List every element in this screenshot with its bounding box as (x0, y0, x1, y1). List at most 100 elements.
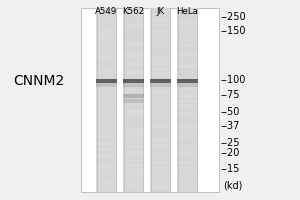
Bar (96, 100, 117, 102)
Bar (150, 40, 171, 42)
Bar (150, 61, 171, 63)
Bar (150, 144, 171, 146)
Bar (197, 8, 198, 192)
Bar (177, 86, 198, 88)
Bar (96, 79, 117, 82)
Bar (150, 54, 171, 56)
Bar (123, 99, 144, 103)
Bar (123, 169, 144, 171)
Bar (123, 86, 144, 88)
Bar (123, 77, 144, 79)
Bar (96, 95, 117, 98)
Bar (150, 125, 171, 128)
Bar (150, 116, 171, 118)
Bar (150, 47, 171, 49)
Bar (177, 151, 198, 153)
Bar (96, 52, 117, 54)
Bar (96, 151, 117, 153)
Bar (150, 79, 171, 82)
Bar (97, 8, 98, 192)
Bar (150, 24, 171, 26)
Bar (150, 155, 171, 158)
Bar (96, 49, 117, 52)
Bar (177, 134, 198, 137)
Bar (123, 176, 144, 178)
Bar (123, 153, 144, 155)
Bar (150, 130, 171, 132)
Bar (123, 171, 144, 174)
Bar (96, 93, 117, 95)
Bar (177, 84, 198, 86)
Bar (123, 95, 144, 98)
Bar (150, 95, 171, 98)
Bar (177, 56, 198, 59)
Bar (177, 36, 198, 38)
Bar (123, 187, 144, 190)
Bar (150, 63, 171, 65)
Bar (177, 178, 198, 180)
Bar (150, 111, 171, 114)
Bar (177, 105, 198, 107)
Bar (177, 185, 198, 187)
Bar (123, 130, 144, 132)
Bar (123, 125, 144, 128)
Bar (150, 178, 171, 180)
Bar (96, 70, 117, 72)
Bar (150, 174, 171, 176)
Bar (123, 17, 144, 19)
Bar (177, 114, 198, 116)
Bar (123, 134, 144, 137)
Bar (96, 10, 117, 13)
Bar (123, 75, 144, 77)
Bar (123, 183, 144, 185)
Bar (123, 100, 144, 102)
Bar (177, 176, 198, 178)
Bar (123, 13, 144, 15)
Bar (96, 123, 117, 125)
Bar (177, 155, 198, 158)
Bar (177, 17, 198, 19)
Bar (177, 183, 198, 185)
Bar (96, 183, 117, 185)
Bar (177, 93, 198, 95)
Bar (123, 8, 144, 192)
Bar (177, 100, 198, 102)
Bar (150, 134, 171, 137)
Bar (177, 42, 198, 45)
Bar (123, 52, 144, 54)
Bar (150, 91, 171, 93)
Bar (96, 82, 117, 84)
Bar (150, 185, 171, 187)
Bar (150, 79, 171, 83)
Bar (177, 137, 198, 139)
Bar (123, 121, 144, 123)
Bar (150, 26, 171, 29)
Bar (96, 15, 117, 17)
Bar (150, 59, 171, 61)
Bar (150, 160, 171, 162)
Bar (150, 118, 171, 121)
Bar (177, 144, 198, 146)
Bar (96, 116, 117, 118)
Bar (96, 8, 117, 192)
Bar (123, 139, 144, 141)
Bar (150, 167, 171, 169)
Bar (123, 141, 144, 144)
Bar (96, 45, 117, 47)
Bar (123, 59, 144, 61)
Bar (123, 72, 144, 75)
Bar (96, 107, 117, 109)
Bar (150, 114, 171, 116)
Bar (177, 24, 198, 26)
Bar (123, 79, 144, 83)
Bar (150, 151, 171, 153)
Bar (150, 45, 171, 47)
Bar (123, 114, 144, 116)
Bar (96, 31, 117, 33)
Bar (150, 72, 171, 75)
Bar (123, 137, 144, 139)
Bar (96, 17, 117, 19)
Bar (123, 83, 144, 87)
Bar (96, 148, 117, 151)
Bar (123, 118, 144, 121)
